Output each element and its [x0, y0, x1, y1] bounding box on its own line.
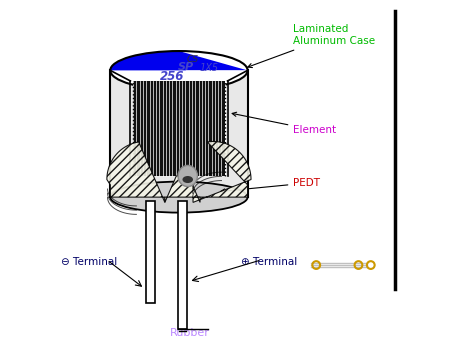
Text: CS: CS — [187, 55, 199, 64]
Bar — [178, 201, 187, 329]
Ellipse shape — [110, 51, 248, 90]
Polygon shape — [110, 51, 248, 70]
Polygon shape — [179, 51, 248, 89]
Text: Element: Element — [232, 112, 336, 135]
Polygon shape — [110, 70, 248, 197]
Ellipse shape — [183, 176, 193, 183]
Text: 1X5: 1X5 — [199, 63, 219, 74]
Text: ⊖ Terminal: ⊖ Terminal — [61, 257, 117, 267]
Polygon shape — [133, 81, 225, 176]
Text: 256: 256 — [160, 70, 184, 83]
Polygon shape — [107, 142, 165, 202]
Ellipse shape — [178, 165, 198, 187]
Bar — [146, 201, 155, 303]
Ellipse shape — [110, 182, 248, 213]
Text: Rubber: Rubber — [170, 328, 209, 338]
Text: PEDT: PEDT — [221, 178, 320, 193]
Polygon shape — [193, 142, 251, 202]
Polygon shape — [165, 176, 200, 202]
Text: SP: SP — [178, 62, 194, 71]
Text: ⊕ Terminal: ⊕ Terminal — [241, 257, 297, 267]
Text: Laminated
Aluminum Case: Laminated Aluminum Case — [248, 24, 375, 68]
